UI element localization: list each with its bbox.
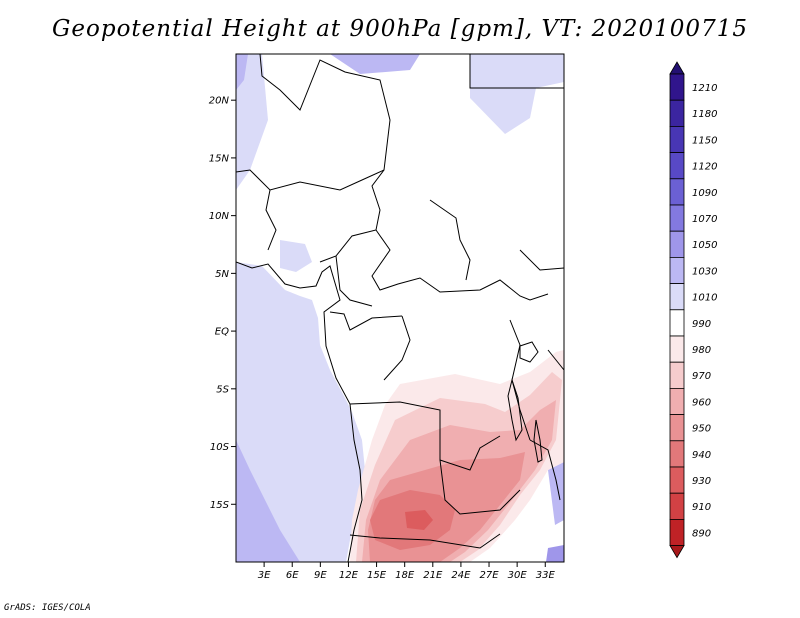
border-angola-south (349, 533, 501, 549)
lat-axis: 20N 15N 10N 5N EQ 5S 10S 15S (209, 96, 236, 511)
colorbar-swatch (669, 361, 685, 389)
border-congo-drc (383, 315, 411, 381)
colorbar-swatch (669, 126, 685, 154)
coastline-east (547, 349, 564, 371)
border-sahel-2 (265, 189, 277, 251)
colorbar-label: 1150 (692, 135, 717, 146)
colorbar-label: 930 (692, 476, 711, 487)
colorbar-label: 910 (692, 502, 711, 513)
lon-tick-label: 21E (423, 570, 443, 581)
colorbar-label: 940 (692, 450, 711, 461)
colorbar-swatch (669, 492, 685, 520)
border-chad-sudan (371, 229, 549, 301)
lat-tick-label: 10S (210, 442, 230, 453)
border-algeria-libya (236, 54, 391, 191)
lon-tick-label: 27E (480, 570, 500, 581)
lat-tick-label: 5N (215, 269, 229, 280)
lat-tick-label: 15N (209, 153, 230, 164)
colorbar-swatch (669, 466, 685, 494)
colorbar-swatch (669, 335, 685, 363)
colorbar-label: 990 (692, 319, 711, 330)
colorbar-label: 1030 (692, 266, 717, 277)
border-zambia (439, 459, 521, 515)
lon-tick-label: 3E (258, 570, 271, 581)
shade-1010-ocean (236, 262, 365, 562)
coastline-west-africa (236, 261, 363, 562)
lon-tick-label: 9E (314, 570, 327, 581)
lat-tick-label: EQ (215, 327, 229, 338)
colorbar-label: 1180 (692, 109, 717, 120)
border-chad-east (429, 199, 471, 281)
lon-tick-label: 30E (508, 570, 528, 581)
country-borders (236, 54, 564, 562)
colorbar-label: 1090 (692, 188, 717, 199)
colorbar-swatch (669, 519, 685, 547)
colorbar-label: 1070 (692, 214, 717, 225)
lake-victoria (519, 341, 539, 363)
colorbar-swatch (669, 309, 685, 337)
border-gabon-congo (329, 311, 403, 331)
shade-1010-west (236, 54, 268, 190)
lat-tick-label: 10N (209, 211, 230, 222)
colorbar-swatch (669, 152, 685, 180)
lon-tick-label: 15E (367, 570, 387, 581)
lon-tick-label: 12E (339, 570, 359, 581)
colorbar-swatch (669, 204, 685, 232)
lon-tick-label: 24E (451, 570, 471, 581)
border-cameroon (335, 255, 373, 307)
grads-credit: GrADS: IGES/COLA (4, 603, 91, 613)
colorbar-label: 970 (692, 371, 711, 382)
map-title: Geopotential Height at 900hPa [gpm], VT:… (52, 16, 748, 42)
colorbar-label: 960 (692, 397, 711, 408)
lat-tick-label: 5S (216, 384, 229, 395)
lat-tick-label: 20N (209, 96, 230, 107)
shade-1010-nigeria (280, 240, 312, 272)
colorbar-label: 890 (692, 528, 711, 539)
colorbar-swatch (669, 283, 685, 311)
colorbar-label: 1120 (692, 162, 717, 173)
colorbar-label: 980 (692, 345, 711, 356)
colorbar-top-arrow (669, 61, 685, 75)
map-field (236, 54, 564, 562)
lon-tick-label: 6E (286, 570, 299, 581)
colorbar-swatch (669, 73, 685, 101)
map-frame (235, 53, 565, 563)
colorbar-label: 950 (692, 424, 711, 435)
colorbar: 1210 1180 1150 1120 1090 1070 1050 1030 1010 990 9… (669, 61, 717, 559)
shade-930 (405, 510, 433, 530)
colorbar-swatch (669, 230, 685, 258)
shade-1030-se (548, 462, 564, 525)
border-libya-egypt (469, 54, 564, 89)
lake-tanganyika (507, 378, 523, 442)
colorbar-label: 1050 (692, 240, 717, 251)
lon-tick-label: 18E (395, 570, 415, 581)
shade-1030-sw (236, 440, 300, 562)
shade-1030-nw (236, 54, 248, 90)
lon-tick-label: 33E (536, 570, 556, 581)
border-sudan-south (519, 249, 564, 271)
shade-1030-north (330, 54, 420, 74)
colorbar-swatch (669, 99, 685, 127)
lake-malawi (533, 419, 543, 463)
shade-1010-north (262, 54, 564, 134)
colorbar-swatch (669, 178, 685, 206)
colorbar-bottom-arrow (669, 545, 685, 559)
shade-1050-se (546, 545, 564, 562)
colorbar-swatch (669, 256, 685, 284)
colorbar-label: 1010 (692, 293, 717, 304)
lon-axis: 3E 6E 9E 12E 15E 18E 21E 24E 27E 30E 33E (258, 562, 556, 581)
lat-tick-label: 15S (210, 500, 230, 511)
colorbar-swatch (669, 414, 685, 442)
colorbar-label: 1210 (692, 83, 717, 94)
colorbar-swatch (669, 440, 685, 468)
border-tanzania (529, 439, 561, 501)
colorbar-swatch (669, 387, 685, 415)
